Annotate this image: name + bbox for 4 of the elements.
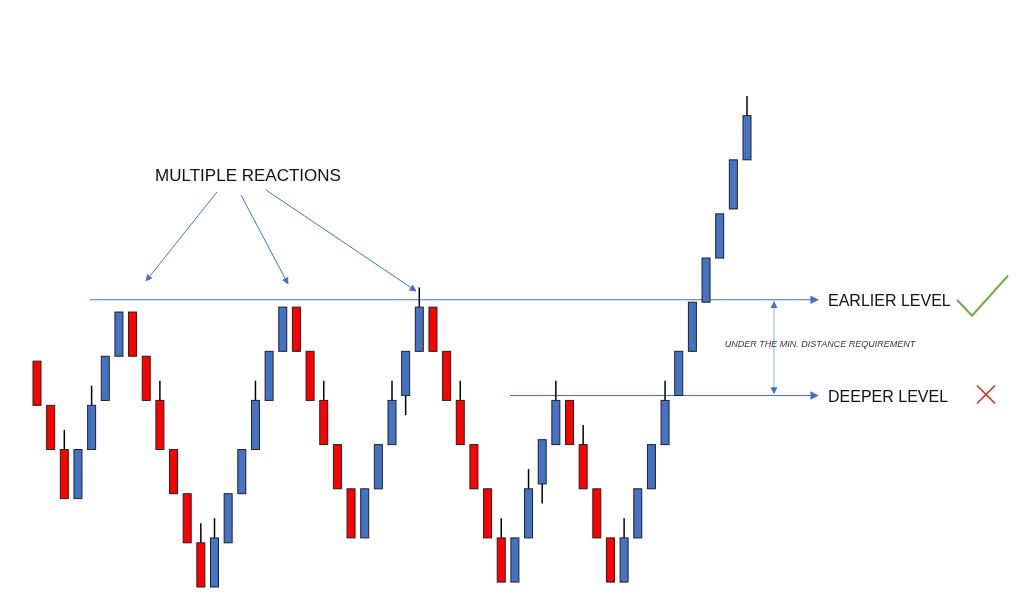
ref-line-label: EARLIER LEVEL xyxy=(828,291,951,309)
annotation: UNDER THE MIN. DISTANCE REQUIREMENT xyxy=(724,338,917,349)
ref-line-label: DEEPER LEVEL xyxy=(828,387,949,405)
annotation: MULTIPLE REACTIONS xyxy=(155,166,341,185)
